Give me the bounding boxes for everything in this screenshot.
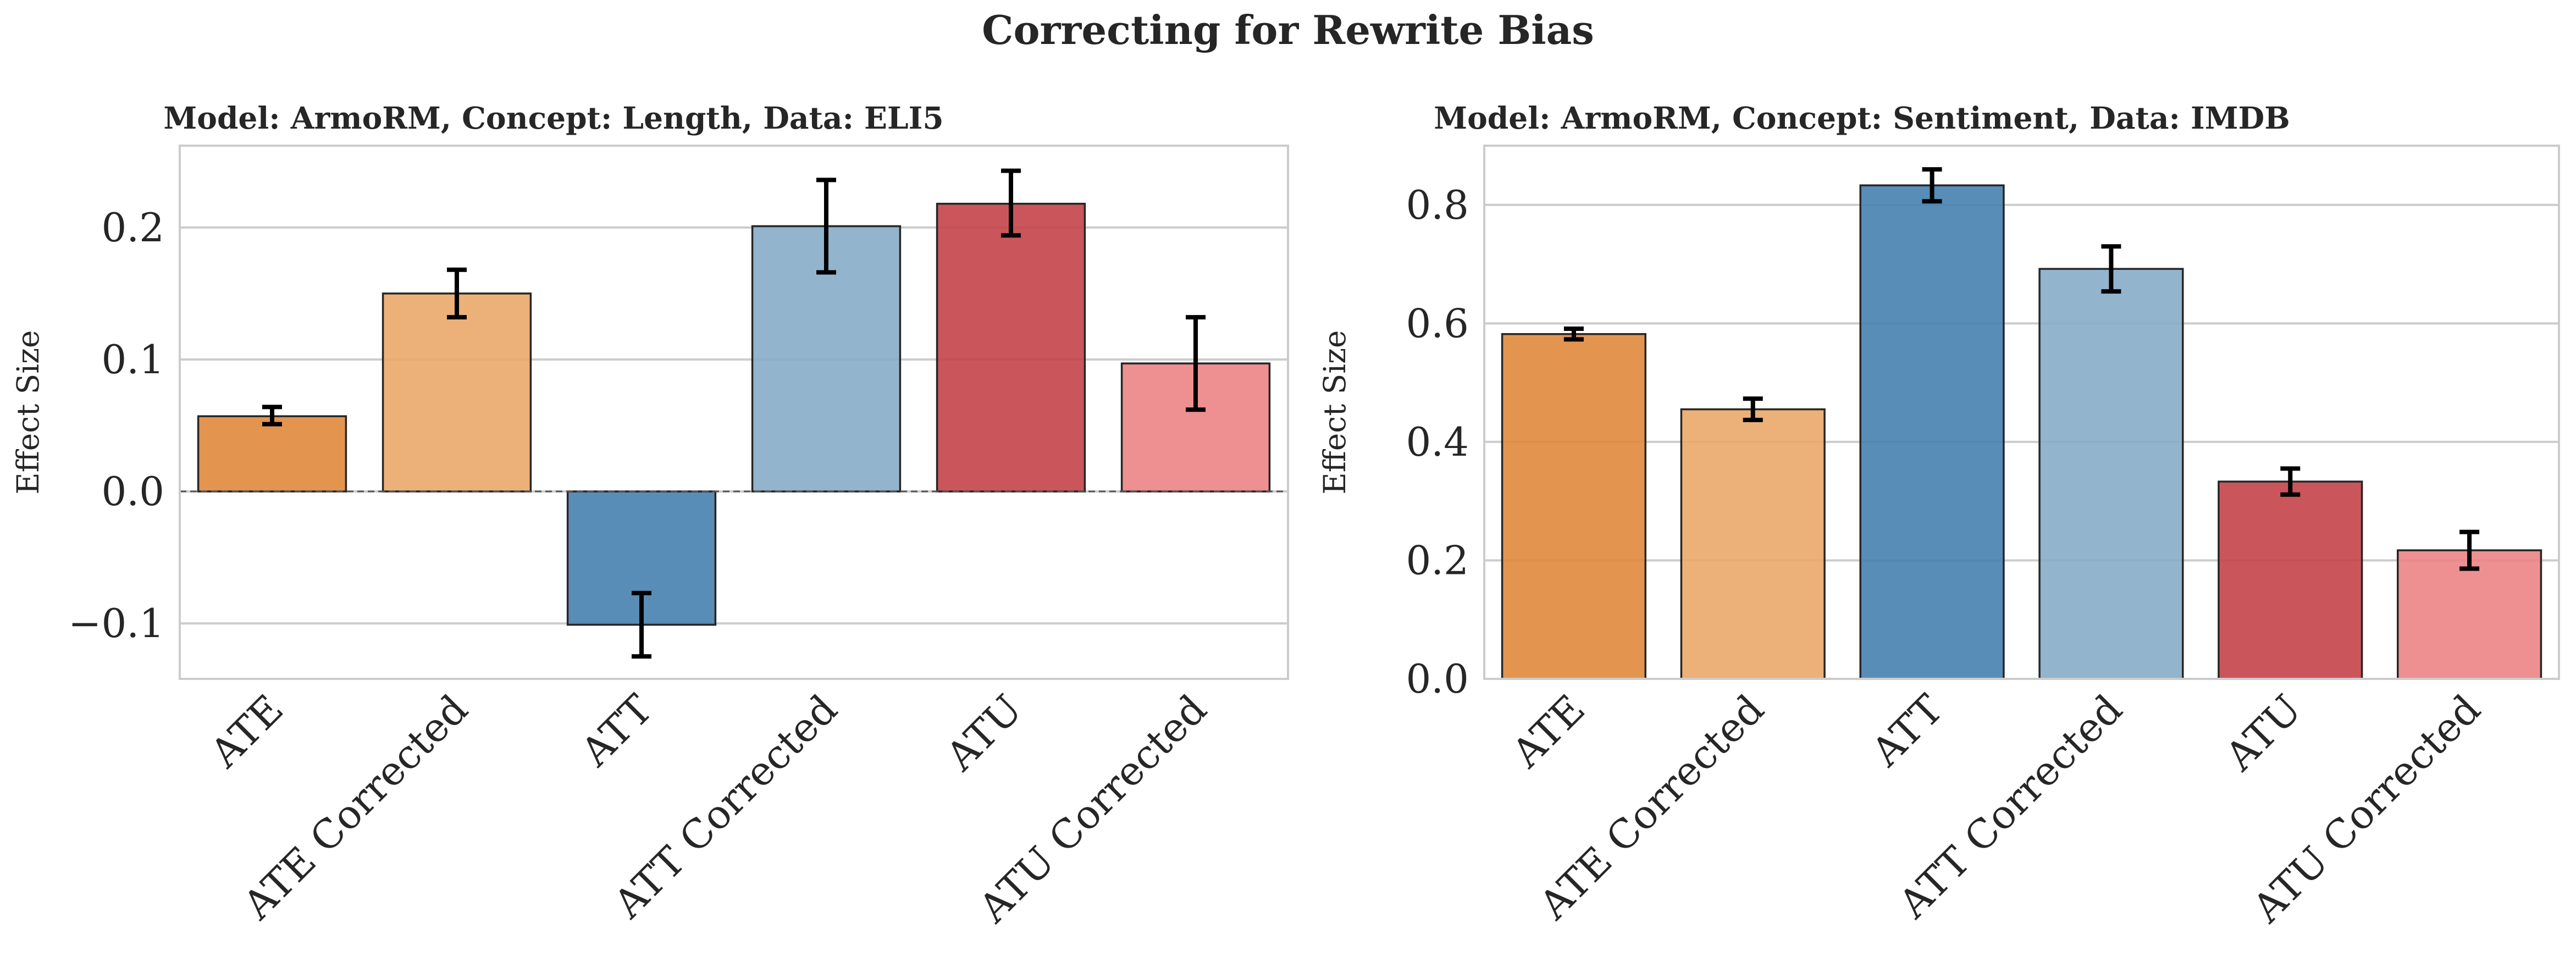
bar-ate-corrected (382, 292, 532, 493)
y-tick-label: 0.0 (1406, 656, 1469, 702)
y-tick-label: 0.4 (1406, 419, 1469, 465)
error-bar (447, 267, 467, 320)
error-bar (2280, 466, 2301, 497)
y-tick-label: −0.1 (68, 600, 164, 646)
chart-title: Model: ArmoRM, Concept: Length, Data: EL… (163, 100, 943, 136)
y-tick-label: 0.1 (101, 336, 164, 383)
error-bar (262, 405, 282, 427)
bar-ate-corrected (1680, 408, 1826, 680)
error-bar (2459, 529, 2480, 571)
y-axis-label: Effect Size (1317, 330, 1352, 495)
chart-panel-length-eli5: Model: ArmoRM, Concept: Length, Data: EL… (10, 100, 1289, 932)
x-tick-label: ATE (1503, 686, 1594, 777)
x-tick-label: ATU (937, 686, 1031, 780)
bar-atu-corrected (2397, 549, 2542, 680)
y-tick-label: 0.0 (101, 468, 164, 515)
bar-ate (197, 415, 347, 493)
x-tick-label: ATT (1862, 686, 1952, 776)
x-tick-label: ATE (201, 686, 292, 777)
error-bar (1743, 396, 1763, 423)
y-tick-label: 0.8 (1406, 182, 1469, 228)
plot-area-frame (179, 145, 1289, 680)
error-bar (1186, 315, 1206, 412)
error-bar (2101, 244, 2121, 294)
plot-area-frame (1483, 145, 2560, 680)
figure-title: Correcting for Rewrite Bias (982, 7, 1594, 53)
bar-att-corrected (2038, 268, 2184, 680)
error-bar (632, 590, 651, 659)
bar-atu (2218, 480, 2363, 680)
bar-ate (1501, 333, 1646, 680)
error-bar (1563, 327, 1584, 342)
y-tick-label: 0.6 (1406, 300, 1469, 346)
error-bar (816, 178, 836, 275)
bar-atu (936, 202, 1086, 493)
x-tick-label: ATT (572, 686, 661, 776)
error-bar (1922, 167, 1942, 204)
x-tick-label: ATU (2216, 686, 2310, 780)
y-tick-label: 0.2 (101, 204, 164, 251)
y-tick-label: 0.2 (1406, 537, 1469, 583)
error-bar (1001, 168, 1021, 238)
chart-panel-sentiment-imdb: Model: ArmoRM, Concept: Sentiment, Data:… (1317, 100, 2560, 932)
bar-att (1859, 184, 2005, 680)
chart-title: Model: ArmoRM, Concept: Sentiment, Data:… (1434, 100, 2290, 136)
y-axis-label: Effect Size (10, 330, 46, 495)
